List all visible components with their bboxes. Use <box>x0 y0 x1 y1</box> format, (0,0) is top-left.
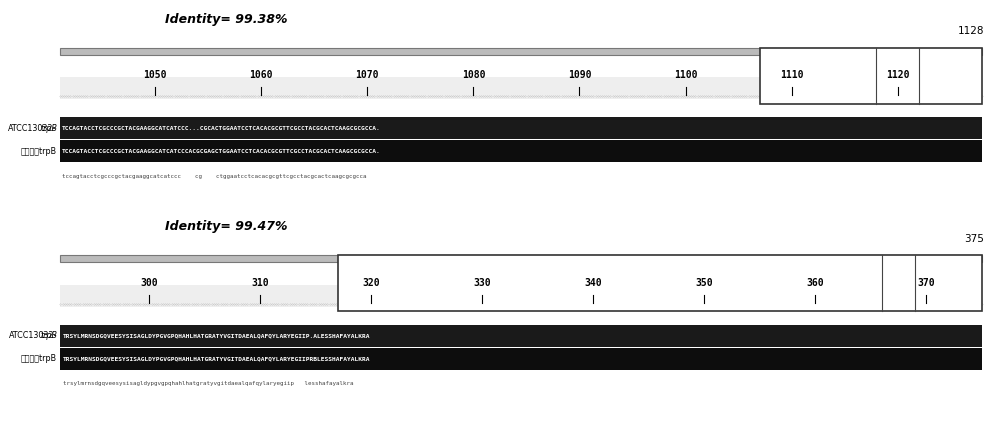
Text: 350: 350 <box>696 278 713 288</box>
Text: 320: 320 <box>362 278 380 288</box>
Text: trsylmrnsdgqveesysisagldypgvgpqhahlhatgratyvgitdaealqafqylaryegiip   lesshafayal: trsylmrnsdgqveesysisagldypgvgpqhahlhatgr… <box>63 381 353 387</box>
Bar <box>60 255 982 262</box>
Text: 1110: 1110 <box>780 70 803 80</box>
Text: 1100: 1100 <box>674 70 697 80</box>
Text: 310: 310 <box>251 278 269 288</box>
Bar <box>60 348 982 370</box>
Text: ATCC13032-: ATCC13032- <box>9 331 57 340</box>
Bar <box>60 117 982 139</box>
Text: 1120: 1120 <box>886 70 909 80</box>
Text: TRSYLMRNSDGQVEESYSISAGLDYPGVGPQHAHLHATGRATYVGITDAEALQAFQYLARYEGIIPRBLESSHAFAYALK: TRSYLMRNSDGQVEESYSISAGLDYPGVGPQHAHLHATGR… <box>63 357 370 361</box>
Text: TCCAGTACCTCGCCCGCTACGAAGGCATCATCCC...CGCACTGGAATCCTCACACGCGTTCGCCTACGCACTCAAGCGC: TCCAGTACCTCGCCCGCTACGAAGGCATCATCCC...CGC… <box>62 126 381 131</box>
Bar <box>338 255 982 311</box>
Text: 1080: 1080 <box>462 70 485 80</box>
Text: 1060: 1060 <box>250 70 273 80</box>
Text: 1090: 1090 <box>568 70 591 80</box>
Text: Identity= 99.38%: Identity= 99.38% <box>165 13 287 26</box>
Text: 1050: 1050 <box>144 70 167 80</box>
Bar <box>60 77 982 99</box>
Text: 340: 340 <box>585 278 602 288</box>
Text: TCCAGTACCTCGCCCGCTACGAAGGCATCATCCCACGCGAGCTGGAATCCTCACACGCGTTCGCCTACGCACTCAAGCGC: TCCAGTACCTCGCCCGCTACGAAGGCATCATCCCACGCGA… <box>62 149 381 154</box>
Bar <box>60 141 982 162</box>
Text: 1070: 1070 <box>356 70 379 80</box>
Text: 定点突变trpB: 定点突变trpB <box>21 354 57 363</box>
Text: 360: 360 <box>807 278 824 288</box>
Bar <box>60 48 982 54</box>
Text: 定点突变trpB: 定点突变trpB <box>21 147 57 156</box>
Text: 1128: 1128 <box>958 26 985 36</box>
Bar <box>760 48 982 104</box>
Text: TRSYLMRNSDGQVEESYSISAGLDYPGVGPQHAHLHATGRATYVGITDAEALQAFQYLARYEGIIP.ALESSHAFAYALK: TRSYLMRNSDGQVEESYSISAGLDYPGVGPQHAHLHATGR… <box>63 333 370 338</box>
Bar <box>60 285 982 307</box>
Text: 330: 330 <box>473 278 491 288</box>
Text: 300: 300 <box>140 278 158 288</box>
Text: 370: 370 <box>918 278 935 288</box>
Text: trpB: trpB <box>41 331 58 340</box>
Text: Identity= 99.47%: Identity= 99.47% <box>165 220 287 233</box>
Text: trpB: trpB <box>40 124 57 133</box>
Text: tccagtacctcgcccgctacgaaggcatcatccc    cg    ctggaatcctcacacgcgttcgcctacgcactcaag: tccagtacctcgcccgctacgaaggcatcatccc cg ct… <box>62 174 366 179</box>
Text: 375: 375 <box>964 233 984 243</box>
Bar <box>60 325 982 347</box>
Text: ATCC13032-: ATCC13032- <box>8 124 57 133</box>
